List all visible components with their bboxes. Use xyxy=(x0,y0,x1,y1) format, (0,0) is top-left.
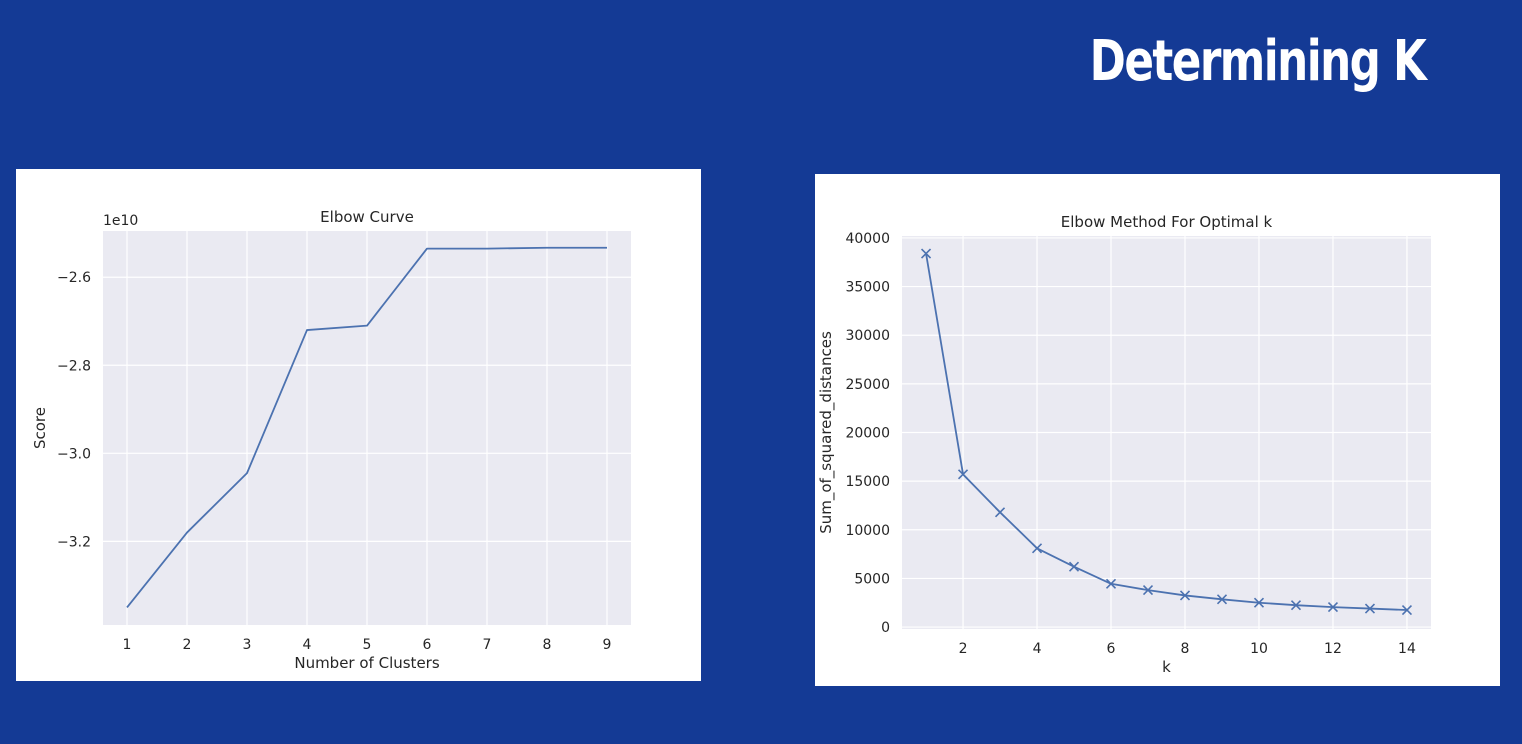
elbow-method-title: Elbow Method For Optimal k xyxy=(1061,213,1273,231)
elbow-method-data-point xyxy=(1401,604,1413,616)
elbow-method-data-point xyxy=(994,507,1006,518)
elbow-method-chart: 2 4 6 8 10 12 14 0 5000 10000 15000 20000 25000 30000… xyxy=(815,174,1500,686)
elbow-curve-x-tick-label: 4 xyxy=(303,637,312,653)
slide-title: Determining K xyxy=(1089,29,1426,94)
elbow-method-y-tick-label: 30000 xyxy=(845,328,890,344)
elbow-curve-y-tick-label: −3.0 xyxy=(57,446,91,462)
elbow-curve-x-tick-label: 1 xyxy=(123,637,132,653)
elbow-curve-x-tick-label: 7 xyxy=(483,637,492,653)
elbow-curve-svg: 1 2 3 4 5 6 7 8 9 −3.2 −3.0 −2.8 −2.6 Elbow Curve Numb… xyxy=(31,208,631,672)
elbow-curve-y-tick-label: −3.2 xyxy=(57,534,91,550)
elbow-method-data-point xyxy=(957,469,969,480)
elbow-method-data-point xyxy=(920,248,932,259)
elbow-curve-y-tick-label: −2.8 xyxy=(57,358,91,374)
elbow-method-y-tick-label: 40000 xyxy=(845,231,890,247)
elbow-curve-y-offset-label: 1e10 xyxy=(103,213,138,229)
elbow-curve-x-axis-label: Number of Clusters xyxy=(294,654,439,672)
elbow-method-y-tick-label: 10000 xyxy=(845,523,890,539)
elbow-curve-series-line xyxy=(126,246,607,608)
elbow-method-y-tick-label: 20000 xyxy=(845,426,890,442)
elbow-method-data-point xyxy=(1364,603,1376,614)
elbow-curve-x-tick-label: 5 xyxy=(363,637,372,653)
elbow-method-data-point xyxy=(1327,602,1339,613)
elbow-method-y-tick-label: 0 xyxy=(881,620,890,636)
elbow-method-series-line xyxy=(925,253,1407,611)
elbow-curve-title: Elbow Curve xyxy=(320,208,414,226)
elbow-method-x-axis-label: k xyxy=(1162,658,1171,676)
elbow-method-data-point xyxy=(1216,594,1228,605)
elbow-curve-x-tick-label: 9 xyxy=(603,637,612,653)
elbow-method-x-tick-label: 8 xyxy=(1181,641,1190,657)
elbow-method-y-tick-label: 5000 xyxy=(854,571,890,587)
elbow-curve-x-tick-label: 2 xyxy=(183,637,192,653)
elbow-method-data-point xyxy=(1142,585,1154,596)
elbow-curve-chart: 1 2 3 4 5 6 7 8 9 −3.2 −3.0 −2.8 −2.6 Elbow Curve Numb… xyxy=(16,169,701,681)
elbow-method-y-tick-label: 25000 xyxy=(845,377,890,393)
elbow-method-data-point xyxy=(1068,561,1080,572)
elbow-method-y-tick-label: 15000 xyxy=(845,474,890,490)
elbow-method-data-point xyxy=(1031,543,1043,554)
elbow-curve-y-tick-label: −2.6 xyxy=(57,270,91,286)
elbow-method-data-point xyxy=(1105,578,1117,589)
elbow-method-data-point xyxy=(1253,597,1265,608)
elbow-curve-y-axis-label: Score xyxy=(31,407,49,449)
elbow-method-x-tick-label: 14 xyxy=(1398,641,1416,657)
elbow-method-data-point xyxy=(1290,600,1302,611)
elbow-method-svg: 2 4 6 8 10 12 14 0 5000 10000 15000 20000 25000 30000… xyxy=(817,213,1431,676)
elbow-method-x-tick-label: 10 xyxy=(1250,641,1268,657)
elbow-method-x-tick-label: 4 xyxy=(1033,641,1042,657)
elbow-method-x-tick-label: 6 xyxy=(1107,641,1116,657)
elbow-curve-x-tick-label: 3 xyxy=(243,637,252,653)
elbow-method-data-point xyxy=(1179,590,1191,601)
elbow-curve-x-tick-label: 6 xyxy=(423,637,432,653)
elbow-method-x-tick-label: 2 xyxy=(959,641,968,657)
elbow-method-x-tick-label: 12 xyxy=(1324,641,1342,657)
elbow-method-y-tick-label: 35000 xyxy=(845,280,890,296)
elbow-curve-x-tick-label: 8 xyxy=(543,637,552,653)
elbow-method-y-axis-label: Sum_of_squared_distances xyxy=(817,331,836,534)
